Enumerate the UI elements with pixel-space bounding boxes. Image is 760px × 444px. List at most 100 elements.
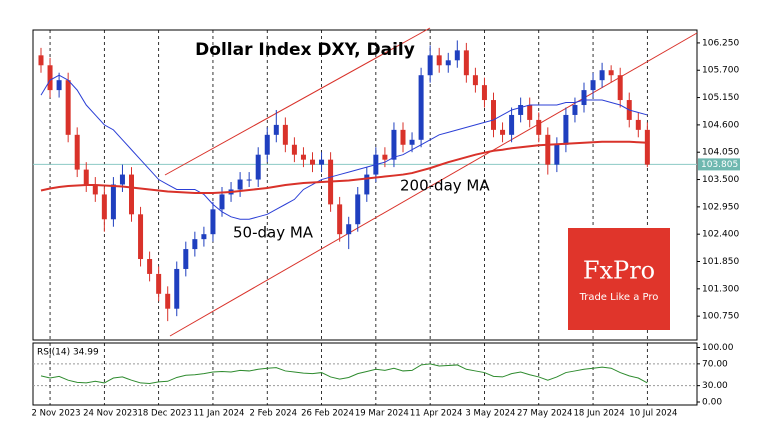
candle-body <box>617 75 623 101</box>
candle-body <box>110 184 116 220</box>
last-price-label: 103.805 <box>701 160 738 170</box>
candle-body <box>409 139 415 145</box>
candle-body <box>581 90 587 106</box>
candle-body <box>400 129 406 145</box>
last-price-box <box>698 158 740 171</box>
rsi-title: RSI(14) 34.99 <box>37 348 99 358</box>
candle-body <box>273 124 279 135</box>
logo-box <box>568 228 670 330</box>
ma-line <box>40 140 648 194</box>
candle-body <box>364 174 370 195</box>
candle-body <box>346 224 352 235</box>
candle-body <box>509 114 515 135</box>
candle-body <box>436 55 442 66</box>
candle-body <box>590 80 596 91</box>
y-tick-label: 104.050 <box>702 148 739 158</box>
candle-body <box>92 184 98 195</box>
logo-text: FxPro <box>583 257 655 285</box>
candle-body <box>572 105 578 115</box>
candle-body <box>300 154 306 160</box>
y-tick-label: 102.400 <box>702 230 739 240</box>
candle-body <box>563 114 569 145</box>
y-tick-label: 102.950 <box>702 202 739 212</box>
candle-body <box>608 70 614 76</box>
candle-body <box>500 129 506 135</box>
y-tick-label: 103.500 <box>702 175 739 185</box>
y-tick-label: 104.600 <box>702 120 739 130</box>
candle-body <box>165 293 171 309</box>
x-tick-label: 24 Nov 2023 <box>83 409 137 419</box>
candle-body <box>536 119 542 135</box>
chart-title: Dollar Index DXY, Daily <box>195 40 415 60</box>
candle-body <box>129 174 134 215</box>
candle-body <box>418 75 424 140</box>
rsi-tick-label: 100.00 <box>702 343 734 353</box>
candle-body <box>56 80 62 91</box>
rsi-panel <box>32 342 698 406</box>
candle-body <box>174 268 180 309</box>
candle-body <box>147 259 153 274</box>
candle-body <box>38 55 44 66</box>
x-tick-label: 18 Dec 2023 <box>137 409 191 419</box>
candle-body <box>192 239 198 250</box>
y-tick-label: 100.750 <box>702 312 739 322</box>
candle-body <box>481 85 487 101</box>
channel-upper <box>164 27 431 176</box>
candle-body <box>282 124 288 145</box>
candle-body <box>101 194 107 220</box>
x-tick-label: 26 Feb 2024 <box>301 409 354 419</box>
candle-body <box>644 129 650 165</box>
ma-line <box>40 74 648 220</box>
x-tick-label: 27 May 2024 <box>517 409 572 419</box>
candle-body <box>427 55 433 76</box>
candle-body <box>83 169 89 185</box>
candle-body <box>310 159 315 165</box>
y-tick-label: 105.700 <box>702 66 739 76</box>
candle-body <box>491 100 496 130</box>
candle-body <box>138 214 144 260</box>
x-tick-label: 3 May 2024 <box>465 409 515 419</box>
channel-lower <box>169 32 698 337</box>
candle-body <box>599 70 605 81</box>
candle-body <box>219 194 225 210</box>
x-tick-label: 2 Nov 2023 <box>32 409 81 419</box>
logo-tagline: Trade Like a Pro <box>579 292 659 303</box>
candle-body <box>445 60 451 66</box>
candle-body <box>527 105 533 120</box>
y-tick-label: 101.850 <box>702 257 739 267</box>
candle-body <box>635 119 641 130</box>
candle-body <box>337 204 343 235</box>
candle-body <box>74 134 80 170</box>
candle-body <box>255 154 261 180</box>
y-tick-label: 106.250 <box>702 38 739 48</box>
candle-body <box>264 134 270 155</box>
candle-body <box>382 154 388 160</box>
candle-body <box>545 134 551 165</box>
rsi-line <box>40 363 648 384</box>
candle-body <box>454 50 460 61</box>
candle-body <box>210 209 216 235</box>
candle-body <box>355 194 361 225</box>
candle-body <box>246 179 252 181</box>
x-tick-label: 18 Jun 2024 <box>573 409 624 419</box>
candle-body <box>183 249 189 269</box>
ma200-label: 200-day MA <box>400 177 490 195</box>
candle-body <box>237 179 243 190</box>
candle-body <box>463 50 469 76</box>
candle-body <box>319 159 325 165</box>
candle-body <box>554 144 560 165</box>
candle-body <box>156 273 162 294</box>
candle-body <box>65 80 71 135</box>
candle-body <box>201 234 207 240</box>
candle-body <box>518 105 524 115</box>
candle-body <box>391 129 397 160</box>
x-tick-label: 11 Jan 2024 <box>193 409 244 419</box>
rsi-tick-label: 0.00 <box>702 398 722 408</box>
x-tick-label: 19 Mar 2024 <box>355 409 409 419</box>
candle-body <box>119 174 125 185</box>
y-tick-label: 101.300 <box>702 284 739 294</box>
ma50-label: 50-day MA <box>233 224 314 242</box>
x-tick-label: 2 Feb 2024 <box>250 409 298 419</box>
candle-body <box>291 144 297 155</box>
